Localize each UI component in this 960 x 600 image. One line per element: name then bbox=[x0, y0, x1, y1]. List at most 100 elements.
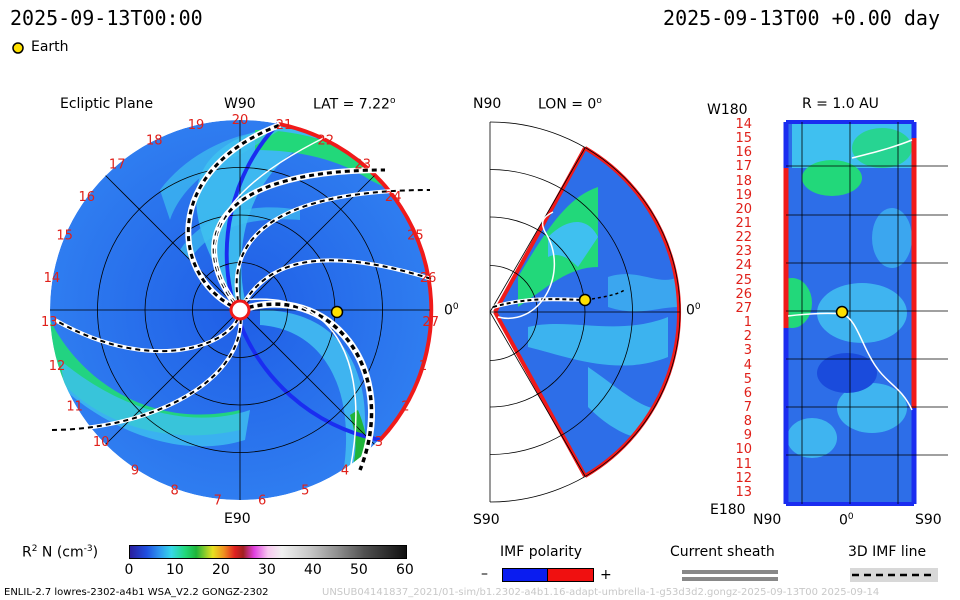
earth-legend-label: Earth bbox=[31, 39, 69, 55]
colorbar-tick-label: 40 bbox=[304, 562, 322, 578]
r-panel-y-label: 27 bbox=[735, 300, 752, 316]
r-panel-y-label: 3 bbox=[743, 343, 752, 359]
r-panel-y-label: 19 bbox=[735, 187, 752, 203]
earth-marker-icon[interactable] bbox=[578, 293, 592, 307]
current-sheath-line-top bbox=[682, 570, 778, 574]
rotation-number: 27 bbox=[422, 315, 439, 330]
colorbar-label: R2 N (cm-3) bbox=[22, 544, 99, 561]
earth-marker-icon[interactable] bbox=[835, 305, 849, 319]
rotation-number: 15 bbox=[56, 228, 73, 243]
meridional-edge-south bbox=[493, 311, 587, 477]
rotation-number: 25 bbox=[407, 228, 424, 243]
meridional-bottom-label: S90 bbox=[473, 512, 500, 528]
earth-marker-icon bbox=[12, 42, 24, 54]
meridional-edge-north bbox=[493, 147, 587, 313]
colorbar-tick-label: 10 bbox=[166, 562, 184, 578]
r-panel-y-label: 5 bbox=[743, 371, 752, 387]
rotation-number: 14 bbox=[44, 271, 61, 286]
r-panel-y-label: 4 bbox=[743, 357, 752, 373]
imf-line-title: 3D IMF line bbox=[848, 544, 927, 560]
sun-marker-icon bbox=[229, 299, 251, 321]
r-panel-y-label: 25 bbox=[735, 272, 752, 288]
rotation-number: 19 bbox=[188, 118, 205, 133]
imf-polarity-positive-swatch bbox=[547, 568, 594, 582]
rotation-number: 11 bbox=[66, 400, 83, 415]
rotation-number: 13 bbox=[41, 315, 58, 330]
r-panel-y-label: 10 bbox=[735, 442, 752, 458]
r-panel-y-label: 6 bbox=[743, 385, 752, 401]
r-panel-y-label: 24 bbox=[735, 258, 752, 274]
rotation-number: 4 bbox=[341, 464, 349, 479]
r-panel-y-label: 9 bbox=[743, 428, 752, 444]
current-sheath-title: Current sheath bbox=[670, 544, 775, 560]
rotation-number: 17 bbox=[109, 158, 126, 173]
ecliptic-title: Ecliptic Plane bbox=[60, 96, 154, 112]
r-panel-y-label: 23 bbox=[735, 244, 752, 260]
rotation-number: 18 bbox=[146, 133, 163, 148]
meridional-right-label: 00 bbox=[686, 302, 701, 319]
ecliptic-rotation-numbers: 19 20 212223242526271234567891011121314151… bbox=[41, 113, 439, 509]
imf-polarity-title: IMF polarity bbox=[500, 544, 583, 560]
rotation-number: 7 bbox=[214, 494, 222, 509]
r-panel-y-label: 20 bbox=[735, 201, 752, 217]
ecliptic-lat-label: LAT = 7.22o bbox=[313, 96, 396, 113]
r-panel-y-label: 16 bbox=[735, 145, 752, 161]
header-time-left: 2025-09-13T00:00 bbox=[10, 6, 203, 30]
colorbar-gradient bbox=[129, 545, 407, 559]
rotation-number: 26 bbox=[420, 271, 437, 286]
rotation-number: 2 bbox=[401, 400, 409, 415]
rotation-number: 21 bbox=[276, 118, 293, 133]
rotation-number: 24 bbox=[385, 190, 402, 205]
earth-marker-icon[interactable] bbox=[330, 305, 344, 319]
r-panel-y-labels: 14 15 16 17 18 19 20 21 22 23 24 25 26 27 1 2 3 4 5 6 7 8 9 10 1… bbox=[720, 117, 756, 508]
r-panel-y-label: 13 bbox=[735, 484, 752, 500]
header-time-right: 2025-09-13T00 +0.00 day bbox=[663, 6, 940, 30]
r-panel-y-label: 18 bbox=[735, 173, 752, 189]
rotation-number: 6 bbox=[258, 494, 266, 509]
colorbar-tick-label: 60 bbox=[396, 562, 414, 578]
meridional-lon-label: LON = 0o bbox=[538, 96, 602, 113]
rotation-number: 3 bbox=[375, 435, 383, 450]
r-panel-x-label-south: S90 bbox=[915, 512, 942, 528]
colorbar-ticks: 0 10 20 30 40 50 60 bbox=[125, 560, 414, 580]
colorbar-tick-label: 30 bbox=[258, 562, 276, 578]
rotation-number: 9 bbox=[131, 464, 139, 479]
r-panel-grid bbox=[786, 122, 948, 504]
rotation-number: 8 bbox=[171, 484, 179, 499]
footer-model-info: ENLIL-2.7 lowres-2302-a4b1 WSA_V2.2 GONG… bbox=[4, 587, 269, 598]
meridional-plane-map[interactable] bbox=[488, 117, 688, 507]
r-panel-neutral-line bbox=[787, 312, 913, 411]
r-panel-y-label: 26 bbox=[735, 286, 752, 302]
meridional-imf-line bbox=[492, 298, 584, 308]
rotation-number: 12 bbox=[49, 359, 66, 374]
imf-polarity-negative-swatch bbox=[502, 568, 549, 582]
r-panel-y-label: 8 bbox=[743, 414, 752, 430]
rotation-number: 16 bbox=[79, 190, 96, 205]
r-panel-y-label: 22 bbox=[735, 230, 752, 246]
r-panel-bottom-left: E180 bbox=[710, 502, 746, 518]
r-panel-y-label: 14 bbox=[735, 117, 752, 132]
r-panel-y-label: 7 bbox=[743, 399, 752, 415]
colorbar-tick-label: 50 bbox=[350, 562, 368, 578]
meridional-grid bbox=[489, 121, 681, 503]
ecliptic-imf-lines bbox=[49, 122, 436, 472]
ecliptic-right-label: 00 bbox=[444, 302, 459, 319]
rotation-number: 10 bbox=[93, 435, 110, 450]
ecliptic-rim-positive bbox=[277, 121, 434, 442]
ecliptic-bottom-label: E90 bbox=[224, 511, 251, 527]
imf-polarity-minus: – bbox=[481, 566, 488, 582]
footer-run-info: UNSUB04141837_2021/01-sim/b1.2302-a4b1.1… bbox=[322, 587, 880, 598]
r-panel-top-left: W180 bbox=[707, 102, 748, 118]
r-panel-map[interactable] bbox=[752, 118, 948, 508]
ecliptic-plane-map[interactable]: 19 20 212223242526271234567891011121314151… bbox=[40, 110, 440, 510]
r-panel-y-label: 15 bbox=[735, 131, 752, 147]
earth-legend bbox=[10, 40, 26, 60]
rotation-number: 23 bbox=[355, 158, 372, 173]
imf-polarity-plus: + bbox=[600, 567, 612, 583]
r-panel-y-label: 21 bbox=[735, 216, 752, 232]
r-panel-y-label: 11 bbox=[735, 456, 752, 472]
colorbar-tick-label: 0 bbox=[124, 562, 134, 578]
ecliptic-top-label: W90 bbox=[224, 96, 256, 112]
rotation-number: 22 bbox=[317, 133, 334, 148]
r-panel-y-label: 17 bbox=[735, 159, 752, 175]
